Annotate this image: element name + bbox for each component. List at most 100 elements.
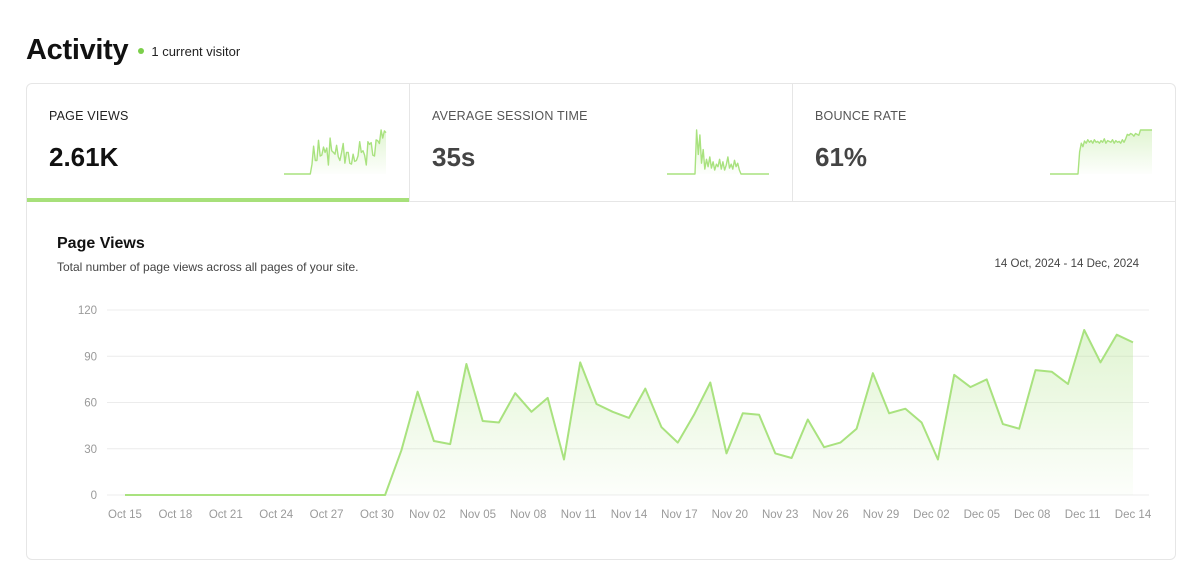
sparkline-line: [1050, 129, 1152, 175]
data-point[interactable]: [851, 423, 863, 435]
tab-bounce-rate[interactable]: BOUNCE RATE 61%: [793, 84, 1175, 201]
data-point[interactable]: [818, 441, 830, 453]
data-point[interactable]: [688, 409, 700, 421]
data-point[interactable]: [1127, 336, 1139, 348]
kpi-label: PAGE VIEWS: [49, 109, 129, 123]
data-point[interactable]: [1029, 364, 1041, 376]
data-point[interactable]: [623, 412, 635, 424]
data-point[interactable]: [444, 438, 456, 450]
tab-page-views[interactable]: PAGE VIEWS 2.61K: [27, 84, 410, 202]
x-tick-label: Nov 05: [460, 509, 496, 521]
x-tick-label: Oct 18: [158, 509, 192, 521]
x-tick-label: Nov 17: [661, 509, 697, 521]
sparkline-line: [284, 129, 387, 175]
page-views-sparkline: [284, 129, 387, 175]
data-point[interactable]: [883, 407, 895, 419]
data-point[interactable]: [265, 489, 277, 501]
data-point[interactable]: [834, 437, 846, 449]
x-tick-label: Oct 27: [310, 509, 344, 521]
data-point[interactable]: [639, 383, 651, 395]
data-point[interactable]: [184, 489, 196, 501]
data-point[interactable]: [802, 413, 814, 425]
data-point[interactable]: [412, 386, 424, 398]
data-point[interactable]: [233, 489, 245, 501]
data-point[interactable]: [737, 407, 749, 419]
data-point[interactable]: [119, 489, 131, 501]
data-point[interactable]: [916, 417, 928, 429]
data-point[interactable]: [135, 489, 147, 501]
area-fill: [125, 330, 1133, 495]
activity-card: PAGE VIEWS 2.61K AVERAGE SESSION TIME 35…: [26, 83, 1176, 560]
data-point[interactable]: [282, 489, 294, 501]
data-point[interactable]: [152, 489, 164, 501]
data-point[interactable]: [168, 489, 180, 501]
data-point[interactable]: [298, 489, 310, 501]
page-views-line: [125, 329, 1134, 496]
x-tick-label: Oct 30: [360, 509, 394, 521]
data-point[interactable]: [964, 381, 976, 393]
data-point[interactable]: [379, 489, 391, 501]
data-point[interactable]: [656, 421, 668, 433]
chart-subtitle: Total number of page views across all pa…: [57, 260, 359, 274]
tab-average-session-time[interactable]: AVERAGE SESSION TIME 35s: [410, 84, 793, 201]
chart-title: Page Views: [57, 235, 145, 252]
data-point[interactable]: [477, 415, 489, 427]
data-point[interactable]: [249, 489, 261, 501]
data-point[interactable]: [428, 435, 440, 447]
data-point[interactable]: [363, 489, 375, 501]
data-point[interactable]: [347, 489, 359, 501]
data-point[interactable]: [607, 406, 619, 418]
data-point[interactable]: [460, 358, 472, 370]
data-point[interactable]: [525, 406, 537, 418]
x-tick-label: Oct 24: [259, 509, 293, 521]
data-point[interactable]: [769, 447, 781, 459]
kpi-value: 2.61K: [49, 142, 119, 172]
current-visitor-text: 1 current visitor: [151, 43, 241, 59]
data-point[interactable]: [590, 398, 602, 410]
data-point[interactable]: [948, 369, 960, 381]
y-tick-label: 0: [91, 490, 97, 502]
data-point[interactable]: [542, 392, 554, 404]
data-point[interactable]: [672, 437, 684, 449]
data-point[interactable]: [1094, 356, 1106, 368]
data-point[interactable]: [721, 447, 733, 459]
data-point[interactable]: [558, 454, 570, 466]
data-point[interactable]: [314, 489, 326, 501]
data-point[interactable]: [932, 454, 944, 466]
data-point[interactable]: [217, 489, 229, 501]
data-point[interactable]: [899, 403, 911, 415]
x-tick-label: Nov 29: [863, 509, 899, 521]
data-point[interactable]: [1062, 378, 1074, 390]
data-point[interactable]: [704, 376, 716, 388]
data-point[interactable]: [1078, 324, 1090, 336]
x-tick-label: Nov 11: [561, 509, 597, 521]
live-dot-icon: [138, 48, 145, 54]
data-point[interactable]: [786, 452, 798, 464]
data-point[interactable]: [981, 373, 993, 385]
sparkline-fill: [284, 130, 386, 174]
data-point[interactable]: [753, 409, 765, 421]
page-title: Activity: [26, 33, 129, 66]
y-tick-label: 30: [84, 444, 97, 456]
data-point[interactable]: [395, 444, 407, 456]
data-point[interactable]: [997, 418, 1009, 430]
data-point[interactable]: [1013, 423, 1025, 435]
x-tick-label: Nov 02: [409, 509, 445, 521]
session-time-sparkline: [667, 129, 769, 175]
x-tick-label: Nov 08: [510, 509, 546, 521]
kpi-tabs: PAGE VIEWS 2.61K AVERAGE SESSION TIME 35…: [27, 84, 1175, 202]
kpi-label: BOUNCE RATE: [815, 109, 907, 123]
data-point[interactable]: [574, 356, 586, 368]
data-point[interactable]: [1046, 366, 1058, 378]
x-tick-label: Dec 08: [1014, 509, 1050, 521]
data-point[interactable]: [509, 387, 521, 399]
data-point[interactable]: [867, 367, 879, 379]
data-point[interactable]: [1111, 329, 1123, 341]
data-point[interactable]: [330, 489, 342, 501]
page-views-chart: 0 30 60 90 120 Oct 15 Oct 18 Oct 21 Oct 24 Oct 27…: [78, 305, 1152, 521]
data-point[interactable]: [493, 417, 505, 429]
x-tick-label: Dec 11: [1065, 509, 1101, 521]
current-visitor-indicator: 1 current visitor: [138, 44, 240, 59]
data-point[interactable]: [200, 489, 212, 501]
date-range: 14 Oct, 2024 - 14 Dec, 2024: [994, 258, 1139, 270]
